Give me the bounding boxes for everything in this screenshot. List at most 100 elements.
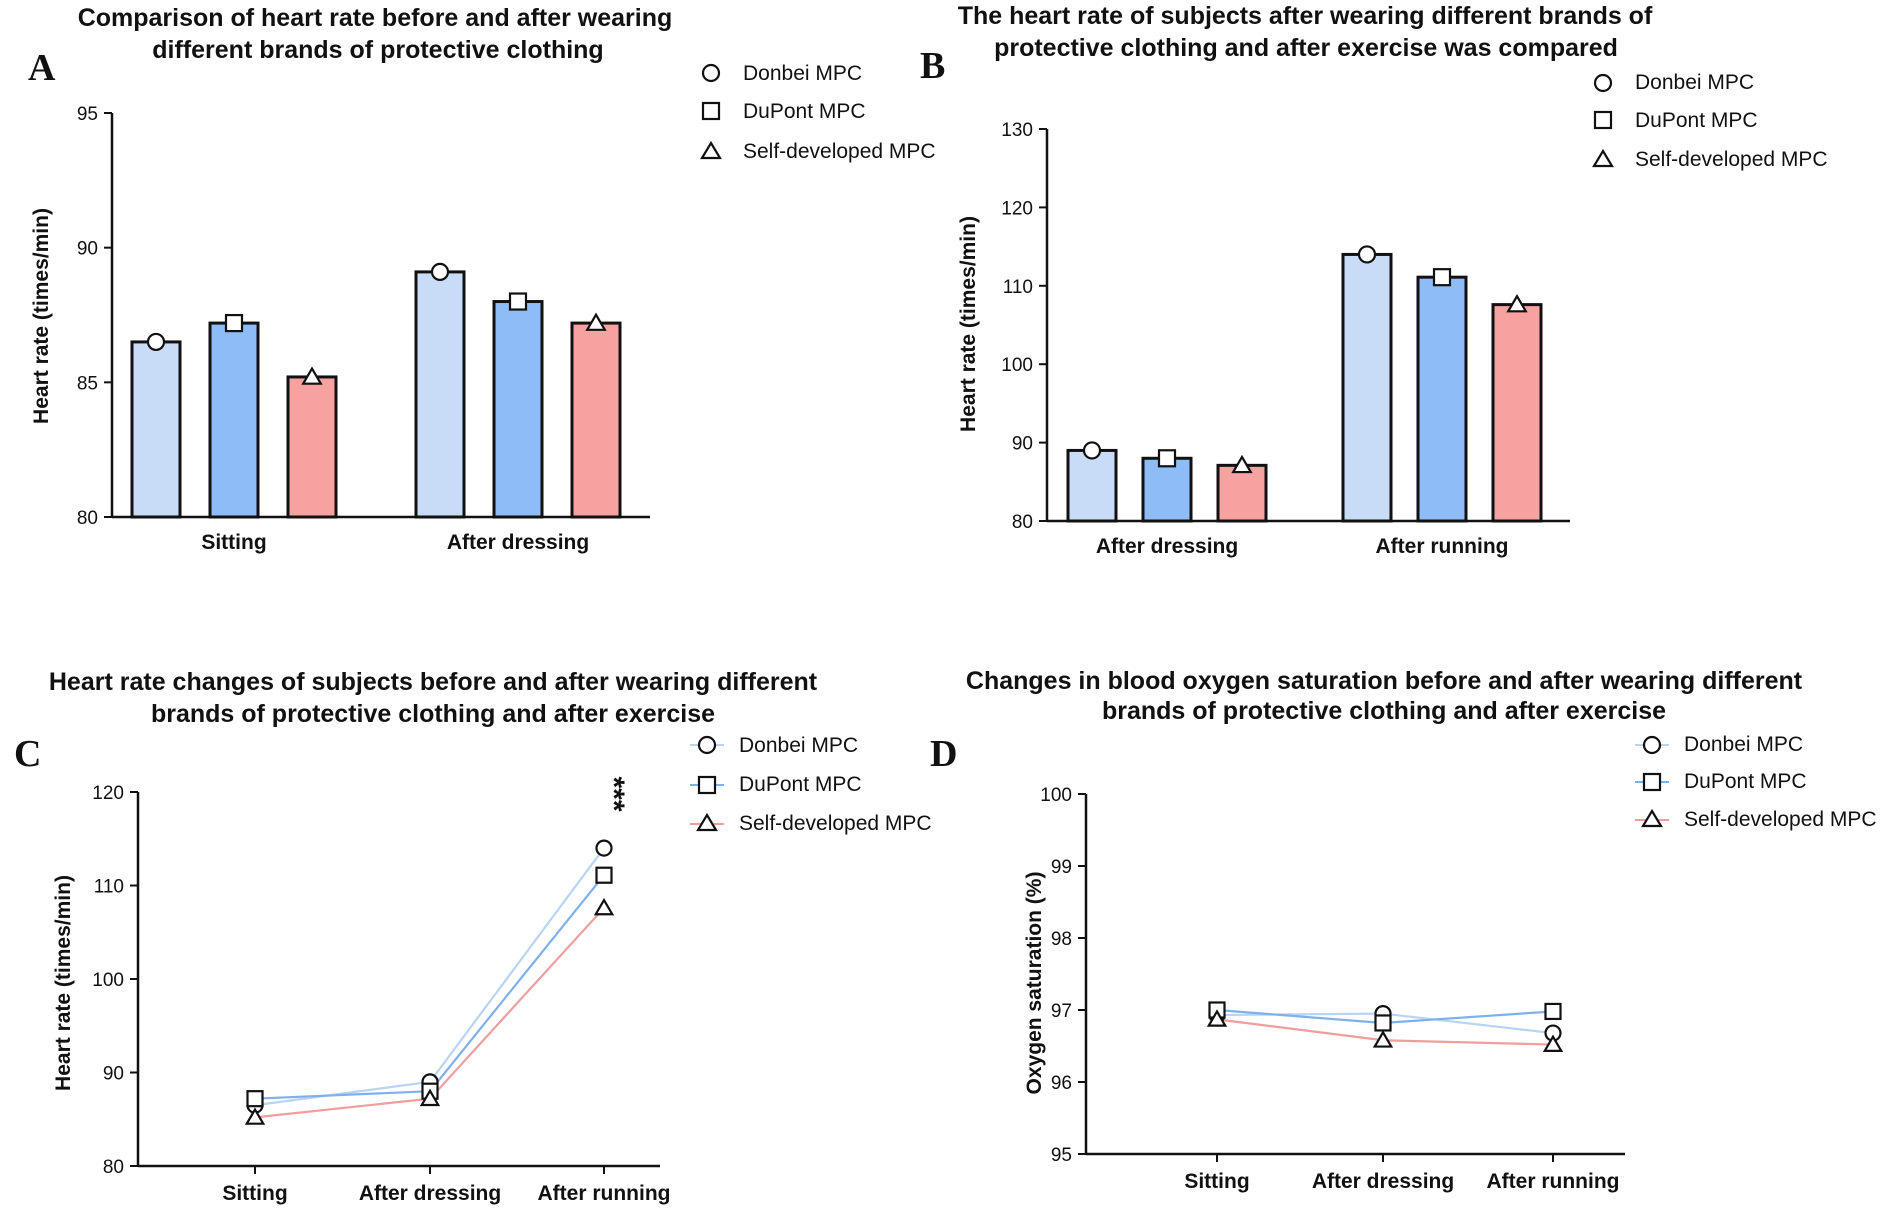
panel-d-data-point xyxy=(1372,1030,1394,1048)
legend-triangle-icon xyxy=(1641,808,1663,828)
panel-a-y-tick-label: 95 xyxy=(77,104,98,125)
panel-b-x-category-label: After dressing xyxy=(1096,535,1238,558)
panel-letter-c: C xyxy=(14,733,41,775)
panel-d-x-category-label: After dressing xyxy=(1312,1170,1454,1193)
panel-b-bar-marker xyxy=(1357,245,1377,264)
panel-b-y-tick-label: 80 xyxy=(1012,512,1033,533)
legend-square-icon xyxy=(701,101,721,121)
panel-c-legend: Donbei MPC DuPont MPC Self-developed MPC xyxy=(690,734,932,835)
panel-b-y-tick-label: 120 xyxy=(1001,198,1033,219)
panel-c-line-chart: 80 90 100 110 120 Sitting After dressing After … xyxy=(92,783,670,1205)
panel-b-y-tick-label: 110 xyxy=(1003,277,1033,298)
panel-b-y-axis-title: Heart rate (times/min) xyxy=(957,216,980,432)
panel-c-title-line-1: Heart rate changes of subjects before an… xyxy=(49,668,818,696)
panel-b-legend-self-developed: Self-developed MPC xyxy=(1635,148,1828,171)
panel-a-bar xyxy=(286,375,338,519)
panel-b-y-tick-label: 100 xyxy=(1001,355,1033,376)
panel-d-data-point xyxy=(1542,1034,1564,1052)
panel-a-bar xyxy=(492,300,544,519)
panel-a-y-tick-label: 90 xyxy=(77,239,98,260)
significance-marker: *** xyxy=(597,776,630,811)
panel-c-y-tick-label: 80 xyxy=(103,1157,124,1178)
panel-d-data-point xyxy=(1206,1009,1228,1027)
panel-a-bar xyxy=(570,321,622,519)
panel-a-legend-dupont: DuPont MPC xyxy=(743,100,866,123)
panel-b-bar-chart: 80 90 100 110 120 130 After dressing After runn… xyxy=(1001,120,1570,558)
panel-b-bar xyxy=(1491,303,1543,523)
panel-a-title-line-2: different brands of protective clothing xyxy=(152,36,603,64)
panel-letter-d: D xyxy=(930,733,957,775)
panel-c-legend-self-developed: Self-developed MPC xyxy=(739,812,932,835)
panel-b-y-tick-label: 130 xyxy=(1001,120,1033,141)
panel-c-data-point xyxy=(246,1090,264,1108)
panel-c-data-point xyxy=(595,866,613,884)
panel-d-y-axis-title: Oxygen saturation (%) xyxy=(1023,872,1046,1095)
panel-c-x-category-label: After running xyxy=(538,1182,671,1205)
panel-b-bar-marker xyxy=(1082,441,1102,460)
panel-d-title-line-1: Changes in blood oxygen saturation befor… xyxy=(966,667,1803,695)
panel-c-y-tick-label: 120 xyxy=(92,783,124,804)
panel-b-bar-marker xyxy=(1157,449,1177,468)
panel-a-bar xyxy=(208,321,260,519)
panel-b-y-tick-label: 90 xyxy=(1012,434,1033,455)
panel-a-legend: Donbei MPC DuPont MPC Self-developed MPC xyxy=(700,62,936,163)
panel-d-y-tick-label: 96 xyxy=(1051,1073,1072,1094)
panel-a-x-category-label: Sitting xyxy=(201,531,266,554)
panel-b-bar xyxy=(1141,456,1193,523)
panel-c-x-category-label: After dressing xyxy=(359,1182,501,1205)
legend-square-icon xyxy=(1593,110,1613,130)
legend-triangle-icon xyxy=(1592,148,1614,168)
panel-a-bar-marker xyxy=(301,366,323,385)
panel-b-bar xyxy=(1341,252,1393,523)
panel-a-y-tick-label: 85 xyxy=(77,373,98,394)
legend-square-icon xyxy=(697,775,717,795)
panel-a-bar-marker xyxy=(508,292,528,311)
panel-b-legend-dupont: DuPont MPC xyxy=(1635,109,1758,132)
panel-d-x-category-label: Sitting xyxy=(1184,1170,1249,1193)
panel-d-title-line-2: brands of protective clothing and after … xyxy=(1102,697,1666,725)
panel-d-data-point xyxy=(1374,1014,1392,1032)
panel-c-data-point xyxy=(593,897,615,916)
panel-c-y-axis-title: Heart rate (times/min) xyxy=(52,875,75,1091)
panel-d-y-tick-label: 95 xyxy=(1051,1145,1072,1166)
legend-square-icon xyxy=(1642,772,1662,792)
legend-circle-icon xyxy=(1642,735,1662,755)
legend-circle-icon xyxy=(701,63,721,83)
panel-d-y-tick-label: 97 xyxy=(1051,1001,1072,1022)
panel-b-bar-marker xyxy=(1231,454,1253,474)
panel-c-x-category-label: Sitting xyxy=(222,1182,287,1205)
panel-d-legend-self-developed: Self-developed MPC xyxy=(1684,808,1877,831)
panel-d-data-point xyxy=(1544,1002,1562,1021)
legend-circle-icon xyxy=(697,735,717,755)
legend-triangle-icon xyxy=(696,812,718,832)
panel-d-legend: Donbei MPC DuPont MPC Self-developed MPC xyxy=(1635,733,1877,831)
panel-a-bar-marker xyxy=(224,313,244,333)
panel-c-legend-donbei: Donbei MPC xyxy=(739,734,858,757)
panel-b-bar xyxy=(1066,448,1118,523)
panel-a-legend-self-developed: Self-developed MPC xyxy=(743,140,936,163)
panel-c-data-point xyxy=(595,839,613,857)
panel-b-x-category-label: After running xyxy=(1376,535,1509,558)
panel-a-y-tick-label: 80 xyxy=(77,508,98,529)
panel-d-legend-donbei: Donbei MPC xyxy=(1684,733,1803,756)
panel-a-bar xyxy=(130,340,182,519)
panel-a-bar-marker xyxy=(146,332,166,352)
panel-d-y-tick-label: 100 xyxy=(1040,785,1072,806)
panel-d-legend-dupont: DuPont MPC xyxy=(1684,770,1807,793)
panel-a-x-category-label: After dressing xyxy=(447,531,589,554)
legend-triangle-icon xyxy=(700,140,722,160)
panel-c-y-tick-label: 90 xyxy=(103,1064,124,1085)
panel-a-bar-marker xyxy=(585,312,607,331)
panel-b-bar-marker xyxy=(1432,268,1452,287)
panel-b-legend-donbei: Donbei MPC xyxy=(1635,71,1754,94)
panel-d-line-chart: 95 96 97 98 99 100 Sitting After dressing After … xyxy=(1040,785,1625,1193)
panel-a-bar xyxy=(414,270,466,519)
panel-d-x-category-label: After running xyxy=(1487,1170,1620,1193)
panel-a-bar-marker xyxy=(430,262,450,282)
panel-b-bar-marker xyxy=(1506,294,1528,313)
panel-c-y-tick-label: 110 xyxy=(94,877,124,898)
legend-circle-icon xyxy=(1593,73,1613,93)
panel-d-y-tick-label: 98 xyxy=(1051,929,1072,950)
panel-c-data-point xyxy=(244,1107,266,1125)
panel-c-legend-dupont: DuPont MPC xyxy=(739,773,862,796)
